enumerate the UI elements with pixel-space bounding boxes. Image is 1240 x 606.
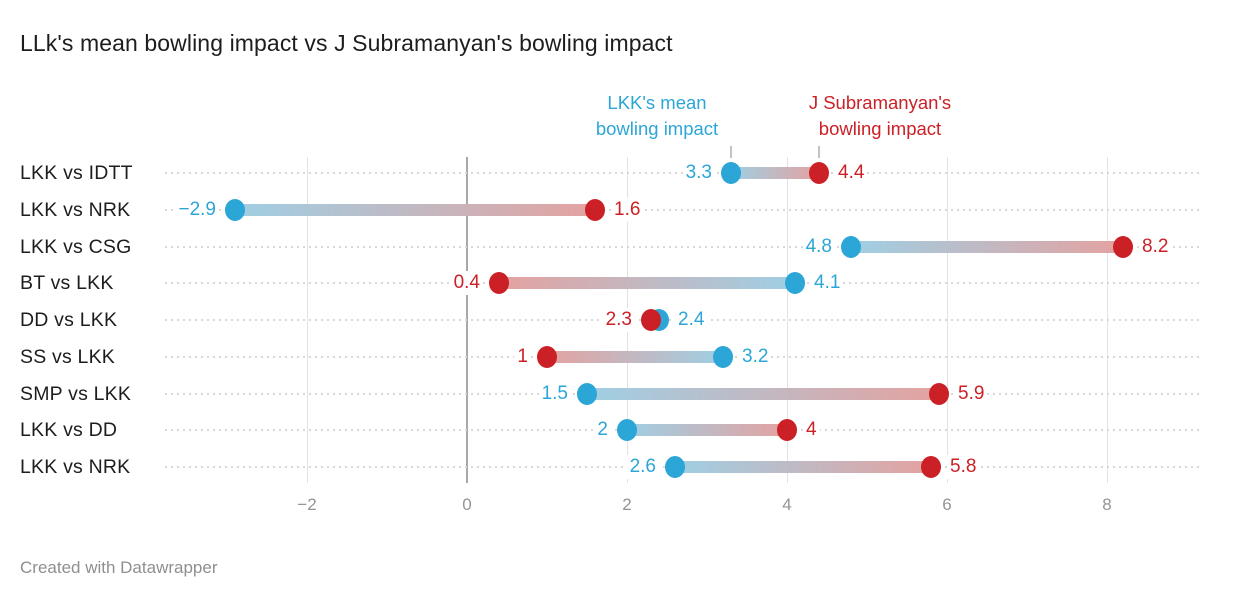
legend-lkk-line2: bowling impact bbox=[595, 118, 719, 139]
category-label: SMP vs LKK bbox=[20, 382, 132, 405]
legend-subramanyan-line1: J Subramanyan's bbox=[808, 92, 952, 113]
x-axis-tick-label: 2 bbox=[622, 495, 632, 514]
red-series-dot[interactable] bbox=[537, 345, 557, 368]
red-series-dot[interactable] bbox=[777, 419, 797, 442]
blue-series-dot[interactable] bbox=[225, 198, 245, 221]
category-label: SS vs LKK bbox=[20, 345, 116, 368]
blue-series-dot[interactable] bbox=[713, 345, 733, 368]
value-label-blue: −2.9 bbox=[175, 197, 219, 222]
category-label: BT vs LKK bbox=[20, 272, 114, 295]
blue-series-dot[interactable] bbox=[665, 456, 685, 478]
red-series-dot[interactable] bbox=[1113, 235, 1133, 258]
x-axis-tick-label: 6 bbox=[942, 495, 952, 514]
blue-series-dot[interactable] bbox=[841, 235, 861, 258]
x-axis-tick-label: 8 bbox=[1102, 495, 1112, 514]
attribution-link[interactable]: Created with Datawrapper bbox=[20, 558, 218, 577]
legend-label-lkk-mean: LKK's mean bowling impact bbox=[596, 90, 718, 142]
value-label-blue: 1.5 bbox=[538, 381, 571, 406]
x-axis-tick-label: 0 bbox=[462, 495, 472, 514]
value-label-red: 5.8 bbox=[947, 455, 980, 479]
red-series-dot[interactable] bbox=[929, 382, 949, 405]
value-label-red: 5.9 bbox=[955, 381, 988, 406]
range-bar bbox=[731, 167, 819, 179]
category-label: LKK vs NRK bbox=[20, 456, 131, 478]
chart-title: LLk's mean bowling impact vs J Subramany… bbox=[20, 30, 673, 56]
range-bar bbox=[675, 461, 931, 473]
range-bar bbox=[627, 424, 787, 437]
x-axis-tick-label: −2 bbox=[297, 495, 317, 514]
red-series-dot[interactable] bbox=[921, 456, 941, 478]
value-label-red: 4.4 bbox=[835, 161, 868, 185]
range-bar bbox=[499, 277, 795, 290]
range-bar bbox=[235, 203, 595, 216]
row-guide-line bbox=[165, 208, 1200, 211]
value-label-blue: 4.1 bbox=[811, 271, 844, 296]
value-label-blue: 2.6 bbox=[626, 455, 659, 479]
row-guide-line bbox=[165, 245, 1200, 248]
value-label-red: 4 bbox=[803, 418, 820, 443]
blue-series-dot[interactable] bbox=[577, 382, 597, 405]
range-bar bbox=[547, 350, 723, 363]
category-label: LKK vs CSG bbox=[20, 235, 132, 258]
value-label-blue: 2.4 bbox=[675, 308, 708, 332]
category-label: DD vs LKK bbox=[20, 309, 118, 331]
category-label: LKK vs NRK bbox=[20, 198, 131, 221]
category-label: LKK vs IDTT bbox=[20, 162, 133, 184]
value-label-blue: 3.2 bbox=[739, 344, 772, 369]
legend-subramanyan-line2: bowling impact bbox=[818, 118, 942, 139]
red-series-dot[interactable] bbox=[641, 309, 661, 331]
legend-leader-line bbox=[730, 146, 732, 158]
row-guide-line bbox=[165, 172, 1200, 174]
blue-series-dot[interactable] bbox=[617, 419, 637, 442]
red-series-dot[interactable] bbox=[489, 272, 509, 295]
red-series-dot[interactable] bbox=[585, 198, 605, 221]
blue-series-dot[interactable] bbox=[721, 162, 741, 184]
x-axis-tick-label: 4 bbox=[782, 495, 792, 514]
value-label-red: 1 bbox=[514, 344, 531, 369]
value-label-red: 0.4 bbox=[450, 271, 483, 296]
value-label-red: 8.2 bbox=[1139, 234, 1172, 259]
legend-leader-line bbox=[818, 146, 820, 158]
value-label-red: 1.6 bbox=[611, 197, 644, 222]
blue-series-dot[interactable] bbox=[785, 272, 805, 295]
red-series-dot[interactable] bbox=[809, 162, 829, 184]
range-bar bbox=[587, 387, 939, 400]
value-label-blue: 2 bbox=[594, 418, 611, 443]
category-label: LKK vs DD bbox=[20, 419, 118, 442]
value-label-blue: 3.3 bbox=[682, 161, 715, 185]
value-label-red: 2.3 bbox=[602, 308, 635, 332]
value-label-blue: 4.8 bbox=[802, 234, 835, 259]
range-bar bbox=[851, 240, 1123, 253]
legend-label-subramanyan: J Subramanyan's bowling impact bbox=[809, 90, 951, 142]
legend-lkk-line1: LKK's mean bbox=[607, 92, 707, 113]
